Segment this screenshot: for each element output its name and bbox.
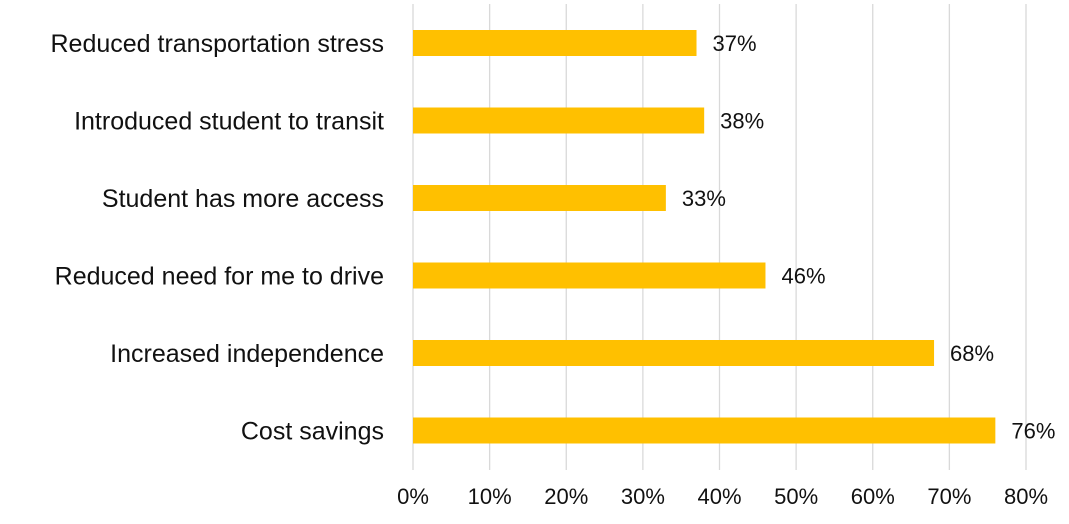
data-label: 46%: [781, 264, 825, 289]
x-tick-label: 0%: [397, 484, 429, 509]
category-label: Reduced need for me to drive: [55, 263, 384, 291]
category-label: Student has more access: [102, 185, 384, 213]
x-tick-label: 30%: [621, 484, 665, 509]
category-label: Cost savings: [241, 418, 384, 446]
data-label: 37%: [713, 31, 757, 56]
bar: [413, 185, 666, 211]
tick-layer: 0% 10% 20% 30% 40% 50% 60% 70% 80%: [397, 484, 1048, 509]
bar-layer: [413, 30, 996, 444]
x-tick-label: 50%: [774, 484, 818, 509]
x-tick-label: 80%: [1004, 484, 1048, 509]
grid-layer: [412, 4, 1027, 470]
x-tick-label: 40%: [697, 484, 741, 509]
category-label: Reduced transportation stress: [50, 30, 384, 58]
x-tick-label: 60%: [851, 484, 895, 509]
data-label: 33%: [682, 186, 726, 211]
bar: [413, 417, 996, 444]
x-tick-label: 20%: [544, 484, 588, 509]
data-label: 76%: [1011, 419, 1055, 444]
data-label: 38%: [720, 109, 764, 134]
data-label: 68%: [950, 341, 994, 366]
bar: [413, 340, 935, 366]
category-label: Increased independence: [110, 340, 384, 368]
label-layer: Reduced transportation stress 37% Introduc…: [50, 30, 1055, 446]
x-tick-label: 10%: [468, 484, 512, 509]
category-label: Introduced student to transit: [74, 108, 384, 136]
bar: [413, 107, 705, 134]
bar: [413, 262, 766, 289]
x-tick-label: 70%: [927, 484, 971, 509]
bar: [413, 30, 697, 56]
